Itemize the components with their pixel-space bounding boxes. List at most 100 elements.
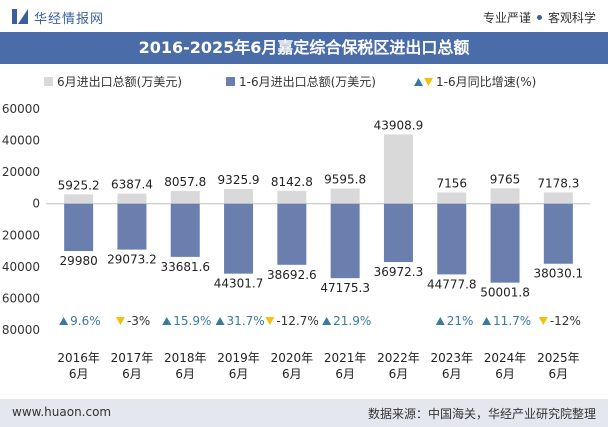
data-label-cumulative: 38030.1 bbox=[534, 267, 584, 281]
bar-monthly bbox=[64, 194, 94, 204]
huajing-logo-icon bbox=[12, 9, 28, 24]
growth-triangle-up-icon bbox=[435, 317, 445, 325]
data-label-monthly: 9765 bbox=[490, 172, 521, 186]
bar-cumulative bbox=[543, 203, 573, 264]
x-tick-label: 2020年 bbox=[271, 351, 314, 365]
bar-cumulative bbox=[330, 203, 360, 279]
data-label-monthly: 8142.8 bbox=[271, 175, 313, 189]
footer-source: 数据来源：中国海关，华经产业研究院整理 bbox=[367, 407, 596, 421]
x-tick-label: 2018年 bbox=[164, 351, 207, 365]
title-bar: 2016-2025年6月嘉定综合保税区进出口总额 bbox=[0, 32, 608, 64]
slogan-dot-icon bbox=[536, 15, 542, 20]
bar-cumulative bbox=[170, 203, 200, 257]
bar-cumulative bbox=[117, 203, 147, 250]
x-tick-label: 2016年 bbox=[57, 351, 100, 365]
data-label-cumulative: 38692.6 bbox=[267, 268, 317, 282]
x-tick-label: 2017年 bbox=[111, 351, 154, 365]
data-label-cumulative: 50001.8 bbox=[480, 286, 530, 300]
x-tick-label: 2024年 bbox=[484, 351, 527, 365]
x-tick-label: 6月 bbox=[549, 367, 569, 381]
x-tick-label: 2021年 bbox=[324, 351, 367, 365]
bar-monthly bbox=[437, 192, 467, 204]
x-tick-label: 6月 bbox=[282, 367, 302, 381]
y-tick-label: 80000 bbox=[2, 323, 40, 337]
bar-cumulative bbox=[490, 203, 520, 283]
bar-cumulative bbox=[64, 203, 94, 252]
x-tick-label: 2022年 bbox=[377, 351, 420, 365]
brand-name: 华经情报网 bbox=[34, 12, 105, 27]
legend-triangle-up-icon bbox=[414, 78, 423, 86]
x-tick-label: 6月 bbox=[495, 367, 515, 381]
bar-monthly bbox=[543, 192, 573, 204]
legend-swatch-monthly bbox=[44, 77, 53, 86]
bar-monthly bbox=[490, 188, 520, 204]
legend-label-cumulative: 1-6月进出口总额(万美元) bbox=[239, 75, 376, 89]
growth-label: 15.9% bbox=[173, 314, 211, 328]
growth-triangle-up-icon bbox=[482, 317, 492, 325]
y-tick-label: 60000 bbox=[2, 102, 40, 116]
data-label-monthly: 9595.8 bbox=[324, 173, 366, 187]
legend-triangle-down-icon bbox=[424, 78, 433, 86]
growth-label: 21% bbox=[447, 314, 474, 328]
y-tick-label: 20000 bbox=[2, 165, 40, 179]
slogan-right: 客观科学 bbox=[547, 11, 596, 25]
x-tick-label: 2019年 bbox=[217, 351, 260, 365]
growth-triangle-up-icon bbox=[322, 317, 332, 325]
data-label-monthly: 5925.2 bbox=[58, 178, 100, 192]
legend-swatch-cumulative bbox=[226, 77, 235, 86]
x-tick-label: 6月 bbox=[389, 367, 409, 381]
y-tick-label: 40000 bbox=[2, 260, 40, 274]
data-label-cumulative: 29980 bbox=[60, 254, 98, 268]
growth-label: -12% bbox=[550, 314, 581, 328]
y-tick-label: 60000 bbox=[2, 291, 40, 305]
data-label-monthly: 9325.9 bbox=[218, 173, 260, 187]
chart-title: 2016-2025年6月嘉定综合保税区进出口总额 bbox=[138, 38, 470, 57]
growth-triangle-up-icon bbox=[215, 317, 225, 325]
slogan-left: 专业严谨 bbox=[482, 11, 531, 25]
x-tick-label: 6月 bbox=[335, 367, 355, 381]
bar-monthly bbox=[170, 190, 200, 204]
y-tick-label: 20000 bbox=[2, 228, 40, 242]
chart: 6月进出口总额(万美元) 1-6月进出口总额(万美元) 1-6月同比增速(%) 600… bbox=[2, 75, 590, 381]
growth-label: 9.6% bbox=[70, 314, 101, 328]
x-tick-label: 6月 bbox=[69, 367, 89, 381]
x-tick-label: 2025年 bbox=[537, 351, 580, 365]
bar-cumulative bbox=[277, 203, 307, 265]
bar-monthly bbox=[277, 190, 307, 204]
bar-cumulative bbox=[383, 203, 413, 263]
bar-cumulative bbox=[224, 203, 254, 274]
data-label-cumulative: 29073.2 bbox=[107, 253, 157, 267]
growth-triangle-down-icon bbox=[538, 317, 548, 325]
x-tick-label: 6月 bbox=[122, 367, 142, 381]
data-label-cumulative: 36972.3 bbox=[374, 265, 424, 279]
top-bar: 华经情报网 专业严谨 客观科学 bbox=[0, 0, 608, 32]
data-label-monthly: 6387.4 bbox=[111, 178, 153, 192]
y-tick-label: 40000 bbox=[2, 134, 40, 148]
slogan: 专业严谨 客观科学 bbox=[483, 9, 596, 26]
x-tick-label: 6月 bbox=[229, 367, 249, 381]
bar-monthly bbox=[224, 188, 254, 204]
growth-triangle-up-icon bbox=[162, 317, 172, 325]
growth-label: 21.9% bbox=[333, 314, 371, 328]
y-tick-label: 0 bbox=[32, 197, 40, 211]
data-label-cumulative: 33681.6 bbox=[160, 260, 210, 274]
growth-triangle-up-icon bbox=[59, 317, 69, 325]
growth-label: -12.7% bbox=[276, 314, 318, 328]
bar-monthly bbox=[330, 188, 360, 204]
bar-cumulative bbox=[437, 203, 467, 275]
x-tick-label: 2023年 bbox=[430, 351, 473, 365]
x-tick-label: 6月 bbox=[442, 367, 462, 381]
x-tick-label: 6月 bbox=[175, 367, 195, 381]
data-label-monthly: 7178.3 bbox=[537, 176, 579, 190]
legend-label-growth: 1-6月同比增速(%) bbox=[436, 75, 536, 89]
data-label-cumulative: 47175.3 bbox=[320, 281, 370, 295]
data-label-monthly: 7156 bbox=[436, 176, 467, 190]
data-label-cumulative: 44777.8 bbox=[427, 277, 477, 291]
growth-label: 31.7% bbox=[227, 314, 265, 328]
growth-triangle-down-icon bbox=[115, 317, 125, 325]
bar-monthly bbox=[117, 193, 147, 204]
data-label-cumulative: 44301.7 bbox=[214, 277, 264, 291]
data-label-monthly: 43908.9 bbox=[374, 118, 424, 132]
bar-monthly bbox=[383, 134, 413, 204]
growth-triangle-down-icon bbox=[265, 317, 275, 325]
